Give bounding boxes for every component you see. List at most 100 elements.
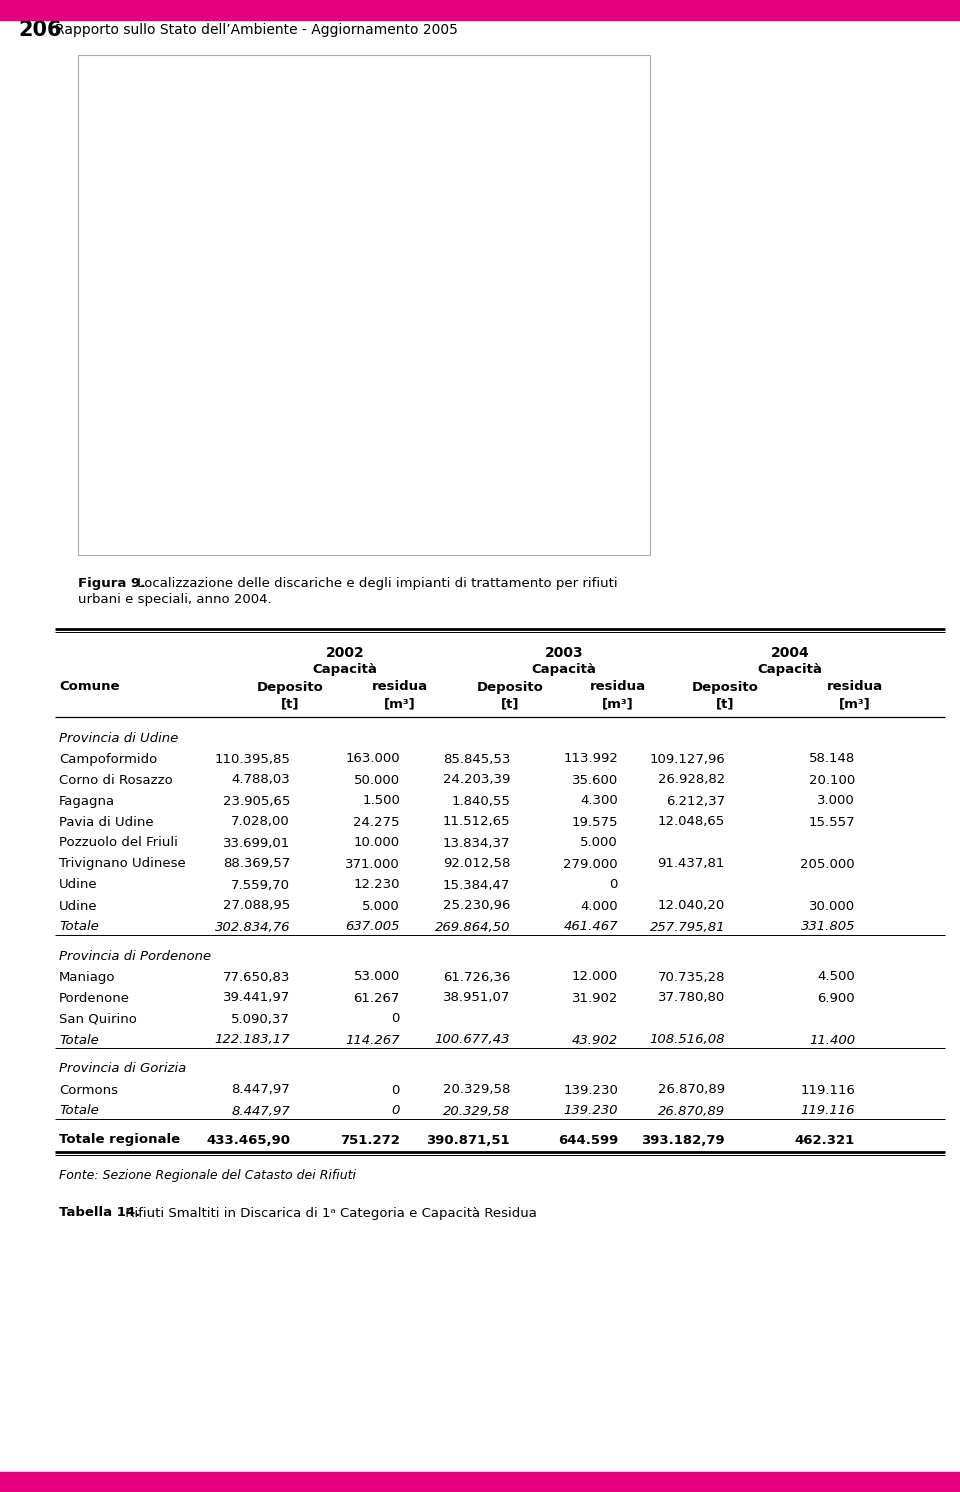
Text: [m³]: [m³] — [384, 697, 416, 710]
Text: 12.040,20: 12.040,20 — [658, 900, 725, 913]
Text: 20.329,58: 20.329,58 — [443, 1083, 510, 1097]
Text: 33.699,01: 33.699,01 — [223, 837, 290, 849]
Text: 393.182,79: 393.182,79 — [641, 1134, 725, 1146]
Text: 20.329,58: 20.329,58 — [443, 1104, 510, 1118]
Text: Figura 9.: Figura 9. — [78, 577, 145, 589]
Text: Provincia di Pordenone: Provincia di Pordenone — [59, 949, 211, 962]
Text: 85.845,53: 85.845,53 — [443, 752, 510, 765]
Text: Udine: Udine — [59, 879, 98, 892]
Text: [t]: [t] — [501, 697, 519, 710]
Text: Localizzazione delle discariche e degli impianti di trattamento per rifiuti: Localizzazione delle discariche e degli … — [133, 577, 617, 589]
Text: Capacità: Capacità — [532, 664, 596, 676]
Text: Totale: Totale — [59, 1034, 99, 1046]
Text: Campoformido: Campoformido — [59, 752, 157, 765]
Text: 2004: 2004 — [771, 646, 809, 659]
Text: Deposito: Deposito — [691, 680, 758, 694]
Text: 4.000: 4.000 — [581, 900, 618, 913]
Text: 3.000: 3.000 — [817, 795, 855, 807]
Text: 122.183,17: 122.183,17 — [214, 1034, 290, 1046]
Text: 1.500: 1.500 — [362, 795, 400, 807]
Text: Capacità: Capacità — [757, 664, 823, 676]
Text: Capacità: Capacità — [313, 664, 377, 676]
Bar — [78, 55, 650, 555]
Text: 19.575: 19.575 — [571, 816, 618, 828]
Text: 61.726,36: 61.726,36 — [443, 970, 510, 983]
Text: Provincia di Gorizia: Provincia di Gorizia — [59, 1062, 186, 1076]
Text: 7.028,00: 7.028,00 — [231, 816, 290, 828]
Text: Rifiuti Smaltiti in Discarica di 1ᵃ Categoria e Capacità Residua: Rifiuti Smaltiti in Discarica di 1ᵃ Cate… — [121, 1207, 537, 1219]
Text: 4.300: 4.300 — [580, 795, 618, 807]
Text: 37.780,80: 37.780,80 — [658, 992, 725, 1004]
Text: 58.148: 58.148 — [808, 752, 855, 765]
Text: Fonte: Sezione Regionale del Catasto dei Rifiuti: Fonte: Sezione Regionale del Catasto dei… — [59, 1168, 356, 1182]
Text: 92.012,58: 92.012,58 — [443, 858, 510, 870]
Text: 30.000: 30.000 — [809, 900, 855, 913]
Text: Maniago: Maniago — [59, 970, 115, 983]
Text: 53.000: 53.000 — [353, 970, 400, 983]
Text: 38.951,07: 38.951,07 — [443, 992, 510, 1004]
Text: 15.557: 15.557 — [808, 816, 855, 828]
Text: 23.905,65: 23.905,65 — [223, 795, 290, 807]
Text: 61.267: 61.267 — [353, 992, 400, 1004]
Bar — [0, 0, 960, 19]
Text: Pavia di Udine: Pavia di Udine — [59, 816, 154, 828]
Text: 331.805: 331.805 — [801, 921, 855, 934]
Text: 4.788,03: 4.788,03 — [231, 773, 290, 786]
Text: 88.369,57: 88.369,57 — [223, 858, 290, 870]
Text: 12.230: 12.230 — [353, 879, 400, 892]
Text: Rapporto sullo Stato dell’Ambiente - Aggiornamento 2005: Rapporto sullo Stato dell’Ambiente - Agg… — [55, 22, 458, 37]
Text: 0: 0 — [610, 879, 618, 892]
Text: 12.000: 12.000 — [572, 970, 618, 983]
Text: 139.230: 139.230 — [564, 1104, 618, 1118]
Text: [m³]: [m³] — [602, 697, 634, 710]
Text: 50.000: 50.000 — [354, 773, 400, 786]
Text: 1.840,55: 1.840,55 — [451, 795, 510, 807]
Text: Cormons: Cormons — [59, 1083, 118, 1097]
Text: 35.600: 35.600 — [572, 773, 618, 786]
Text: [t]: [t] — [280, 697, 300, 710]
Text: 10.000: 10.000 — [354, 837, 400, 849]
Text: 461.467: 461.467 — [564, 921, 618, 934]
Text: 371.000: 371.000 — [346, 858, 400, 870]
Text: Totale: Totale — [59, 921, 99, 934]
Text: 139.230: 139.230 — [564, 1083, 618, 1097]
Text: residua: residua — [590, 680, 646, 694]
Text: Fagagna: Fagagna — [59, 795, 115, 807]
Text: Totale regionale: Totale regionale — [59, 1134, 180, 1146]
Text: 110.395,85: 110.395,85 — [214, 752, 290, 765]
Text: 100.677,43: 100.677,43 — [435, 1034, 510, 1046]
Text: 26.928,82: 26.928,82 — [658, 773, 725, 786]
Text: Trivignano Udinese: Trivignano Udinese — [59, 858, 185, 870]
Text: 8.447,97: 8.447,97 — [231, 1083, 290, 1097]
Text: [m³]: [m³] — [839, 697, 871, 710]
Text: 2003: 2003 — [544, 646, 584, 659]
Text: 205.000: 205.000 — [801, 858, 855, 870]
Text: 0: 0 — [392, 1013, 400, 1025]
Text: 8.447,97: 8.447,97 — [231, 1104, 290, 1118]
Text: 4.500: 4.500 — [817, 970, 855, 983]
Text: Corno di Rosazzo: Corno di Rosazzo — [59, 773, 173, 786]
Text: 11.400: 11.400 — [809, 1034, 855, 1046]
Text: 5.000: 5.000 — [580, 837, 618, 849]
Text: 462.321: 462.321 — [795, 1134, 855, 1146]
Text: 24.275: 24.275 — [353, 816, 400, 828]
Text: Pordenone: Pordenone — [59, 992, 130, 1004]
Text: 0: 0 — [392, 1083, 400, 1097]
Text: 119.116: 119.116 — [800, 1083, 855, 1097]
Text: 109.127,96: 109.127,96 — [649, 752, 725, 765]
Text: Udine: Udine — [59, 900, 98, 913]
Text: 77.650,83: 77.650,83 — [223, 970, 290, 983]
Text: 25.230,96: 25.230,96 — [443, 900, 510, 913]
Text: 302.834,76: 302.834,76 — [214, 921, 290, 934]
Text: 390.871,51: 390.871,51 — [426, 1134, 510, 1146]
Text: 2002: 2002 — [325, 646, 365, 659]
Text: 113.992: 113.992 — [564, 752, 618, 765]
Text: 119.116: 119.116 — [801, 1104, 855, 1118]
Text: 7.559,70: 7.559,70 — [231, 879, 290, 892]
Text: residua: residua — [827, 680, 883, 694]
Text: 257.795,81: 257.795,81 — [650, 921, 725, 934]
Text: Provincia di Udine: Provincia di Udine — [59, 731, 179, 745]
Text: 5.000: 5.000 — [362, 900, 400, 913]
Text: 26.870,89: 26.870,89 — [658, 1083, 725, 1097]
Text: 6.900: 6.900 — [817, 992, 855, 1004]
